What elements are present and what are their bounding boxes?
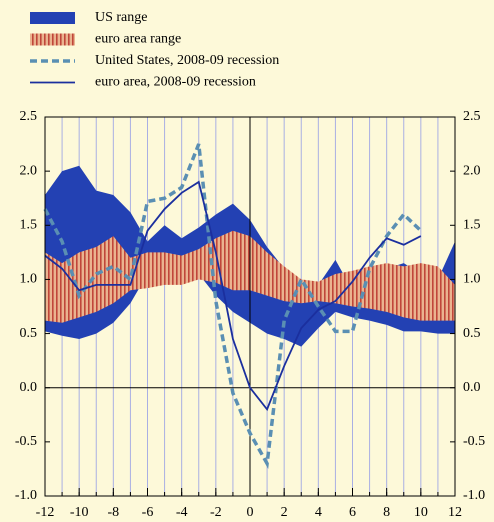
series-line [44, 180, 422, 412]
x-tick-label: -2 [210, 505, 222, 520]
y2-tick-label: -0.5 [463, 434, 485, 449]
y2-tick-label: 2.5 [463, 109, 481, 124]
x-tick-label: -10 [70, 505, 89, 520]
x-tick-label: 12 [448, 505, 462, 520]
y2-tick-label: 1.0 [463, 272, 481, 287]
legend-label: US range [95, 10, 148, 25]
y-tick-label: 1.0 [20, 272, 38, 287]
y2-tick-label: -1.0 [463, 488, 485, 503]
x-tick-label: -6 [142, 505, 154, 520]
x-tick-label: 6 [349, 505, 356, 520]
y2-tick-label: 1.5 [463, 218, 481, 233]
legend-label: euro area, 2008-09 recession [95, 75, 256, 90]
x-tick-label: -4 [176, 505, 188, 520]
legend-swatch [30, 33, 75, 46]
legend-swatch [30, 12, 75, 24]
y2-tick-label: 2.0 [463, 163, 481, 178]
y2-tick-label: 0.5 [463, 326, 481, 341]
x-tick-label: 8 [383, 505, 390, 520]
x-tick-label: 4 [315, 505, 322, 520]
y-tick-label: 2.5 [20, 109, 38, 124]
series-line [43, 143, 423, 470]
x-tick-label: -12 [36, 505, 55, 520]
y-tick-label: -0.5 [15, 434, 37, 449]
y-tick-label: 0.0 [20, 380, 38, 395]
x-tick-label: 10 [414, 505, 428, 520]
y-tick-label: -1.0 [15, 488, 37, 503]
y-tick-label: 1.5 [20, 218, 38, 233]
y-tick-label: 2.0 [20, 163, 38, 178]
x-tick-label: 0 [247, 505, 254, 520]
y2-tick-label: 0.0 [463, 380, 481, 395]
x-tick-label: 2 [281, 505, 288, 520]
legend-label: euro area range [95, 32, 181, 47]
legend-label: United States, 2008-09 recession [95, 53, 279, 68]
y-tick-label: 0.5 [20, 326, 38, 341]
x-tick-label: -8 [107, 505, 119, 520]
